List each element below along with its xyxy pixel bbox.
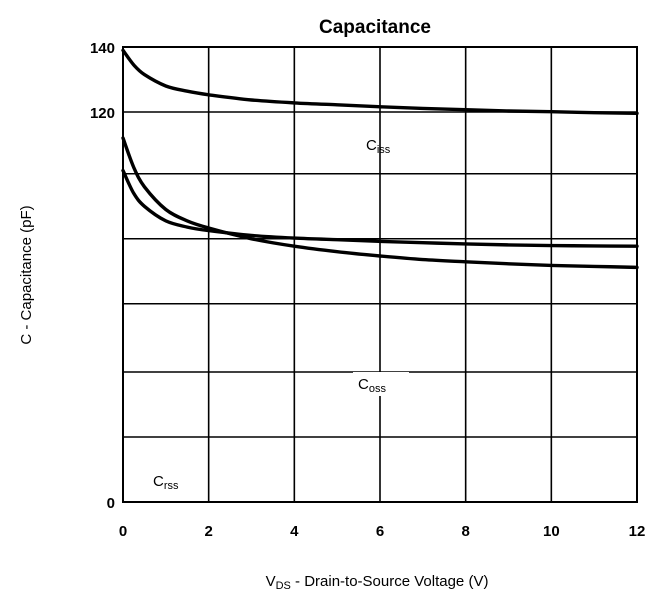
y-axis-label: C - Capacitance (pF) [18, 205, 35, 344]
x-axis-label-rest: - Drain-to-Source Voltage (V) [291, 573, 489, 590]
x-axis-label-sub: DS [276, 580, 291, 592]
series-curves [121, 48, 639, 270]
x-tick-label-6: 12 [629, 523, 646, 540]
series-labels: Ciss Coss Crss [153, 137, 409, 492]
series-label-oss: Coss [358, 376, 386, 395]
series-label-rss: Crss [153, 473, 179, 492]
x-axis-label-main: V [266, 573, 276, 590]
y-tick-label-1: 120 [90, 105, 115, 122]
y-tick-label-2: 0 [107, 495, 115, 512]
x-tick-label-0: 0 [119, 523, 127, 540]
grid [123, 47, 637, 502]
series-line-oss [121, 136, 639, 270]
x-axis-label: VDS - Drain-to-Source Voltage (V) [266, 573, 489, 592]
series-label-bg-oss [353, 372, 409, 396]
series-line-rss [121, 168, 639, 248]
x-tick-label-3: 6 [376, 523, 384, 540]
x-tick-label-1: 2 [204, 523, 212, 540]
x-tick-label-4: 8 [461, 523, 469, 540]
x-tick-label-2: 4 [290, 523, 299, 540]
series-line-iss [121, 48, 639, 115]
y-tick-label-0: 140 [90, 40, 115, 57]
x-tick-label-5: 10 [543, 523, 560, 540]
chart-title: Capacitance [319, 17, 431, 38]
plot-frame [122, 46, 638, 503]
tick-labels: 0 2 4 6 8 10 12 140 120 0 [90, 40, 645, 540]
series-label-iss: Ciss [366, 137, 391, 156]
